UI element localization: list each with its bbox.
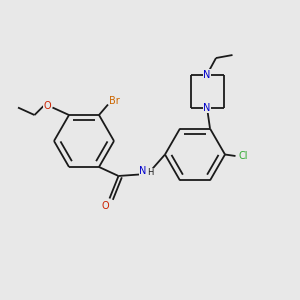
Text: Cl: Cl (239, 151, 248, 161)
Text: Br: Br (109, 96, 120, 106)
Text: H: H (147, 169, 153, 178)
Text: N: N (203, 103, 211, 112)
Text: N: N (203, 70, 211, 80)
Text: O: O (101, 201, 109, 211)
Text: N: N (140, 166, 147, 176)
Text: O: O (43, 101, 51, 111)
